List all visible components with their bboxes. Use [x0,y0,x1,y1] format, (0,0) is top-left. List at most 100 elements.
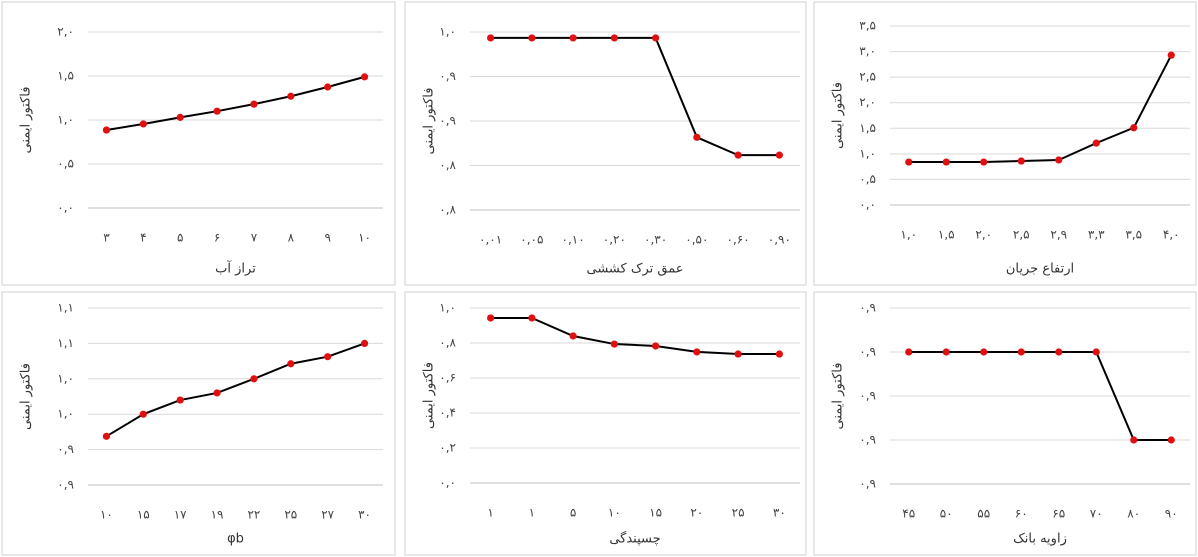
x-tick-label: ۴,۰ [1163,228,1180,242]
panel [813,1,1197,286]
x-tick-label: ۲۵ [732,506,745,520]
y-axis-label: فاکتور ایمنی [19,363,34,430]
y-tick-label: ۱,۰ [57,371,74,385]
x-axis-label: ارتفاع جریان [1006,262,1074,277]
y-tick-label: ۰,۰ [57,201,74,215]
marker [213,107,221,115]
marker [324,353,332,361]
marker [487,314,495,322]
x-tick-label: ۱,۵ [938,228,955,242]
x-tick-label: ۱ [529,506,535,520]
panel [404,1,807,286]
y-tick-label: ۰,۸ [439,336,456,350]
x-tick-label: ۰,۵۰ [685,233,708,247]
y-tick-label: ۲,۰ [57,25,74,39]
y-tick-label: ۰,۹ [57,478,74,492]
x-tick-label: ۰,۱۰ [562,233,585,247]
marker [569,332,577,340]
marker [905,348,913,356]
x-tick-label: ۲۵ [284,508,297,522]
panel [1,1,396,286]
x-tick-label: ۱۰ [608,506,621,520]
marker [360,339,369,347]
x-tick-label: ۰,۰۱ [479,233,502,247]
x-axis-label: عمق ترک کششی [586,262,683,277]
marker [652,34,660,42]
y-axis-label: فاکتور ایمنی [422,362,437,429]
x-tick-label: ۱۰ [100,508,113,522]
x-tick-label: ۰,۹۰ [768,233,791,247]
line [908,351,1172,441]
y-tick-label: ۱,۱ [57,336,74,350]
line [105,342,365,438]
marker [610,34,618,42]
x-tick-label: ۹ [324,231,330,245]
y-tick-label: ۳,۵ [859,19,876,33]
marker [487,34,495,42]
x-axis-label: تراز آب [215,260,256,277]
x-tick-label: ۵۵ [977,507,990,521]
x-tick-label: ۶ [214,231,220,245]
x-tick-label: ۳۰ [773,506,786,520]
line [908,54,1173,164]
y-axis-label: فاکتور ایمنی [19,87,34,154]
y-tick-label: ۱,۰ [439,25,456,39]
y-tick-label: ۱,۱ [57,301,74,315]
marker [1055,348,1063,356]
marker [980,158,988,166]
panel [813,291,1197,556]
marker [287,360,295,368]
x-tick-label: ۳,۵ [1125,228,1142,242]
marker [360,73,369,81]
x-tick-label: ۰,۲۰ [603,233,626,247]
marker [652,342,660,350]
x-axis-label: زاویه بانک [1013,532,1067,547]
marker [1092,348,1100,356]
x-tick-label: ۹۰ [1165,507,1178,521]
marker [528,34,536,42]
line [106,75,365,132]
y-tick-label: ۱,۰ [859,146,876,160]
y-tick-label: ۰,۶ [439,371,456,385]
marker [1017,157,1025,165]
y-tick-label: ۱,۰ [439,301,456,315]
y-tick-label: ۱,۵ [859,121,876,135]
x-tick-label: ۶۰ [1015,507,1028,521]
x-tick-label: ۴۵ [902,507,915,521]
x-tick-label: ۴ [140,231,146,245]
y-tick-label: ۰,۸ [439,158,456,172]
y-tick-label: ۰,۵ [859,172,876,186]
x-tick-label: ۱ [487,506,493,520]
marker [528,314,536,322]
marker [1092,139,1100,147]
x-tick-label: ۲,۰ [975,228,992,242]
y-axis-label: فاکتور ایمنی [422,88,437,155]
y-tick-label: ۰,۲ [439,441,456,455]
marker [250,375,258,383]
y-tick-label: ۰,۹ [859,389,876,403]
marker [102,126,111,134]
x-tick-label: ۱۵ [649,506,662,520]
y-tick-label: ۱,۰ [57,407,74,421]
x-tick-label: ۸۰ [1127,507,1140,521]
x-tick-label: ۲,۹ [1050,228,1067,242]
marker [693,133,701,141]
marker [250,100,258,108]
panel [404,291,807,556]
x-tick-label: ۰,۰۵ [520,233,543,247]
marker [610,340,618,348]
y-tick-label: ۰,۹ [439,114,456,128]
marker [1130,436,1138,444]
x-tick-label: ۸ [288,231,295,245]
x-tick-label: ۱۵ [137,508,150,522]
marker [1055,156,1063,164]
marker [693,348,701,356]
marker [942,348,950,356]
x-tick-label: ۷۰ [1090,507,1103,521]
y-tick-label: ۰,۰ [439,476,456,490]
marker [775,350,783,358]
marker [734,151,742,159]
marker [176,396,184,404]
y-axis-label: فاکتور ایمنی [831,363,846,430]
y-tick-label: ۱,۰ [57,113,74,127]
